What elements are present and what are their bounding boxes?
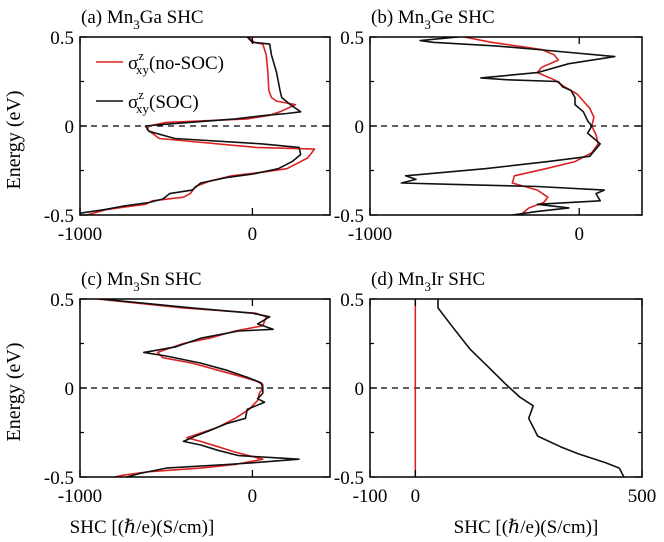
y-tick-label: 0.5 (50, 290, 74, 311)
y-tick-label: -0.5 (44, 468, 74, 489)
panels: -0.500.5-1000 0(a) Mn3Ga SHC-0.500.5-1000… (44, 7, 656, 507)
svg-text:Energy (eV): Energy (eV) (3, 90, 25, 189)
y-tick-label: 0.5 (50, 28, 74, 49)
panel-title: (c) Mn3Sn SHC (81, 269, 202, 294)
series-no-soc-line (86, 37, 316, 215)
panel-title: (b) Mn3Ge SHC (371, 7, 495, 32)
x-tick-label: 0 (411, 486, 421, 507)
series-soc-line (80, 37, 302, 214)
y-axis-label-lower: Energy (eV) (3, 342, 25, 441)
svg-text:Energy (eV): Energy (eV) (3, 342, 25, 441)
legend-label-soc: σz xy(SOC) (128, 87, 199, 116)
x-tick-label: -1000 (348, 224, 392, 245)
legend: σz xy(no-SOC) σz xy(SOC) (96, 48, 224, 116)
x-axis-label-right: SHC [(ℏ/e)(S/cm)] (454, 517, 599, 538)
series-soc-line (100, 299, 300, 477)
y-tick-label: 0.5 (340, 28, 364, 49)
y-tick-label: -0.5 (334, 468, 364, 489)
y-tick-label: -0.5 (44, 206, 74, 227)
y-tick-label: 0 (355, 117, 365, 138)
panel-title: (a) Mn3Ga SHC (81, 7, 204, 32)
x-tick-label: -1000 (58, 486, 102, 507)
x-tick-label: -1000 (58, 224, 102, 245)
x-tick-label: 0 (248, 224, 258, 245)
x-tick-label: 500 (628, 486, 657, 507)
x-tick-label: 0 (248, 486, 258, 507)
x-tick-label: -100 (353, 486, 388, 507)
panel-b: -0.5 0 0.5 -1000 0 (b) Mn3Ge SHC (334, 7, 643, 245)
y-tick-label: 0 (65, 117, 75, 138)
y-tick-label: 0.5 (340, 290, 364, 311)
panel-a: -0.5 0 0.5 -1000 0 (a) Mn3Ga SHC (44, 7, 331, 245)
y-axis-label: Energy (eV) (3, 90, 25, 189)
series-no-soc-line (464, 37, 599, 215)
panel-title: (d) Mn3Ir SHC (371, 269, 485, 294)
panel-d: -0.5 0 0.5 -100 0 500 (d) Mn3Ir SHC (334, 269, 656, 507)
x-tick-label: 0 (574, 224, 584, 245)
legend-label-no-soc: σz xy(no-SOC) (128, 48, 224, 77)
y-tick-label: 0 (355, 379, 365, 400)
series-soc-line (400, 37, 616, 215)
series-soc-line (437, 299, 625, 477)
y-tick-label: -0.5 (334, 206, 364, 227)
x-axis-label-left: SHC [(ℏ/e)(S/cm)] (70, 517, 215, 538)
panel-c: -0.5 0 0.5 -1000 0 (c) Mn3Sn SHC (44, 269, 331, 507)
y-tick-label: 0 (65, 379, 75, 400)
